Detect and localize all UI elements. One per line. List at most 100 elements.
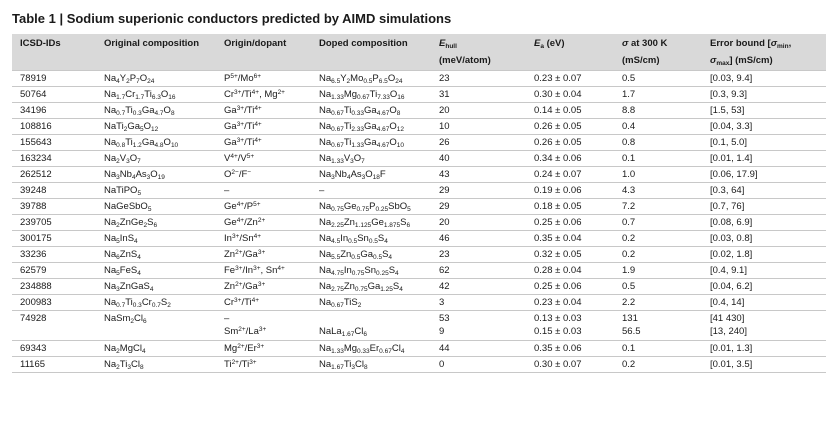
cell-ehull: 29 — [431, 198, 526, 215]
cell-ehull: 42 — [431, 278, 526, 295]
cell-error-bound: [0.4, 14] — [702, 294, 826, 311]
cell-error-bound: [0.06, 17.9] — [702, 166, 826, 183]
table-row: 62579 Na5FeS4 Fe3+/In3+, Sn4+ Na4.75In0.75S… — [12, 262, 826, 279]
header-sigma: σ at 300 K — [614, 34, 702, 55]
cell-ea: 0.30 ± 0.04 — [526, 86, 614, 103]
cell-error-bound: [0.04, 3.3] — [702, 118, 826, 135]
cell-sigma: 0.4 — [614, 118, 702, 135]
cell-doped-composition: – — [311, 182, 431, 199]
cell-sigma: 0.2 — [614, 246, 702, 263]
cell-ea: 0.19 ± 0.06 — [526, 182, 614, 199]
cell-doped-composition: Na4.5In0.5Sn0.5S4 — [311, 230, 431, 247]
cell-ea: 0.30 ± 0.07 — [526, 356, 614, 373]
table-row: 300175 Na5InS4 In3+/Sn4+ Na4.5In0.5Sn0.5S4 4… — [12, 230, 826, 247]
cell-doped-composition: Na0.67TiS2 — [311, 294, 431, 311]
cell-ehull: 53 9 — [431, 310, 526, 341]
cell-sigma: 0.8 — [614, 134, 702, 151]
table-row: 108816 NaTi2Ga5O12 Ga3+/Ti4+ Na0.67Ti2.33Ga… — [12, 118, 826, 135]
cell-icsd-id: 234888 — [12, 278, 96, 295]
cell-doped-composition: Na1.33Mg0.33Er0.67Cl4 — [311, 340, 431, 357]
cell-origin-dopant: Ge4+/P5+ — [216, 198, 311, 215]
table-row: 69343 Na2MgCl4 Mg2+/Er3+ Na1.33Mg0.33Er0.67… — [12, 340, 826, 357]
cell-error-bound: [0.1, 5.0] — [702, 134, 826, 151]
cell-icsd-id: 163234 — [12, 150, 96, 167]
cell-icsd-id: 239705 — [12, 214, 96, 231]
cell-ehull: 26 — [431, 134, 526, 151]
cell-original-composition: NaTi2Ga5O12 — [96, 118, 216, 135]
cell-origin-dopant: P5+/Mo6+ — [216, 70, 311, 87]
cell-icsd-id: 155643 — [12, 134, 96, 151]
cell-sigma: 1.0 — [614, 166, 702, 183]
cell-ehull: 20 — [431, 214, 526, 231]
cell-sigma: 1.9 — [614, 262, 702, 279]
header-ehull-unit: (meV/atom) — [431, 55, 526, 71]
cell-doped-composition: Na2.25Zn1.125Ge1.875S6 — [311, 214, 431, 231]
cell-sigma: 131 56.5 — [614, 310, 702, 341]
cell-doped-composition: NaLa1.67Cl6 — [311, 310, 431, 341]
cell-error-bound: [0.04, 6.2] — [702, 278, 826, 295]
cell-icsd-id: 200983 — [12, 294, 96, 311]
cell-original-composition: NaGeSbO5 — [96, 198, 216, 215]
cell-icsd-id: 62579 — [12, 262, 96, 279]
cell-origin-dopant: In3+/Sn4+ — [216, 230, 311, 247]
cell-ea: 0.35 ± 0.04 — [526, 230, 614, 247]
cell-icsd-id: 74928 — [12, 310, 96, 341]
table-row: 39788 NaGeSbO5 Ge4+/P5+ Na0.75Ge0.75P0.25Sb… — [12, 198, 826, 215]
cell-origin-dopant: V4+/V5+ — [216, 150, 311, 167]
cell-ehull: 23 — [431, 70, 526, 87]
cell-doped-composition: Na1.33V3O7 — [311, 150, 431, 167]
cell-error-bound: [0.7, 76] — [702, 198, 826, 215]
cell-original-composition: Na5FeS4 — [96, 262, 216, 279]
cell-sigma: 0.2 — [614, 230, 702, 247]
header-icsd: ICSD-IDs — [12, 34, 96, 55]
cell-icsd-id: 33236 — [12, 246, 96, 263]
cell-doped-composition: Na4.75In0.75Sn0.25S4 — [311, 262, 431, 279]
cell-error-bound: [0.08, 6.9] — [702, 214, 826, 231]
cell-ehull: 43 — [431, 166, 526, 183]
header-ea: Ea (eV) — [526, 34, 614, 55]
cell-icsd-id: 11165 — [12, 356, 96, 373]
cell-origin-dopant: – Sm2+/La3+ — [216, 310, 311, 341]
cell-original-composition: Na1.7Cr1.7Ti6.3O16 — [96, 86, 216, 103]
cell-ehull: 44 — [431, 340, 526, 357]
cell-doped-composition: Na0.67Ti1.33Ga4.67O10 — [311, 134, 431, 151]
table-row: 78919 Na4Y2P7O24 P5+/Mo6+ Na6.5Y2Mo0.5P6.5O… — [12, 70, 826, 87]
cell-original-composition: Na0.8Ti1.2Ga4.8O10 — [96, 134, 216, 151]
cell-ehull: 10 — [431, 118, 526, 135]
cell-ea: 0.25 ± 0.06 — [526, 214, 614, 231]
cell-doped-composition: Na1.67Ti3Cl8 — [311, 356, 431, 373]
cell-original-composition: Na2V3O7 — [96, 150, 216, 167]
cell-ea: 0.24 ± 0.07 — [526, 166, 614, 183]
cell-ea: 0.32 ± 0.05 — [526, 246, 614, 263]
cell-ea: 0.23 ± 0.04 — [526, 294, 614, 311]
cell-ea: 0.26 ± 0.05 — [526, 118, 614, 135]
cell-icsd-id: 39788 — [12, 198, 96, 215]
cell-doped-composition: Na3Nb4As3O18F — [311, 166, 431, 183]
cell-icsd-id: 50764 — [12, 86, 96, 103]
cell-error-bound: [0.03, 9.4] — [702, 70, 826, 87]
cell-ea: 0.13 ± 0.03 0.15 ± 0.03 — [526, 310, 614, 341]
cell-doped-composition: Na0.67Ti2.33Ga4.67O12 — [311, 118, 431, 135]
cell-ehull: 29 — [431, 182, 526, 199]
cell-sigma: 0.5 — [614, 70, 702, 87]
cell-origin-dopant: Fe3+/In3+, Sn4+ — [216, 262, 311, 279]
cell-ehull: 46 — [431, 230, 526, 247]
header-doped-composition: Doped composition — [311, 34, 431, 55]
cell-original-composition: Na3ZnGaS4 — [96, 278, 216, 295]
cell-origin-dopant: – — [216, 182, 311, 199]
cell-sigma: 0.1 — [614, 340, 702, 357]
cell-ehull: 31 — [431, 86, 526, 103]
cell-sigma: 8.8 — [614, 102, 702, 119]
table-row: 50764 Na1.7Cr1.7Ti6.3O16 Cr3+/Ti4+, Mg2+ Na… — [12, 86, 826, 103]
cell-doped-composition: Na6.5Y2Mo0.5P6.5O24 — [311, 70, 431, 87]
cell-doped-composition: Na1.33Mg0.67Ti7.33O16 — [311, 86, 431, 103]
cell-icsd-id: 300175 — [12, 230, 96, 247]
cell-ea: 0.25 ± 0.06 — [526, 278, 614, 295]
cell-doped-composition: Na0.75Ge0.75P0.25SbO5 — [311, 198, 431, 215]
header-ehull: Ehull — [431, 34, 526, 55]
cell-ea: 0.28 ± 0.04 — [526, 262, 614, 279]
cell-original-composition: Na0.7Ti0.3Ga4.7O8 — [96, 102, 216, 119]
header-error-bound: Error bound [σmin, — [702, 34, 826, 55]
cell-ea: 0.23 ± 0.07 — [526, 70, 614, 87]
cell-original-composition: Na3Nb4As3O19 — [96, 166, 216, 183]
